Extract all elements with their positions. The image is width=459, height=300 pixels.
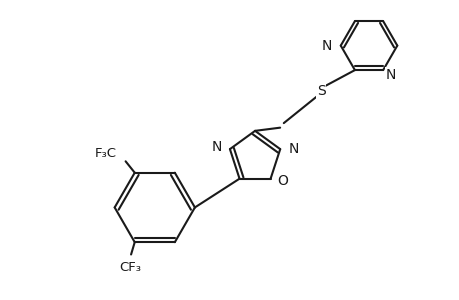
Text: N: N: [320, 39, 331, 52]
Text: O: O: [277, 174, 288, 188]
Text: F₃C: F₃C: [94, 147, 116, 160]
Text: N: N: [288, 142, 298, 156]
Text: CF₃: CF₃: [119, 261, 141, 274]
Text: N: N: [385, 68, 395, 82]
Text: N: N: [211, 140, 221, 154]
Text: S: S: [316, 84, 325, 98]
